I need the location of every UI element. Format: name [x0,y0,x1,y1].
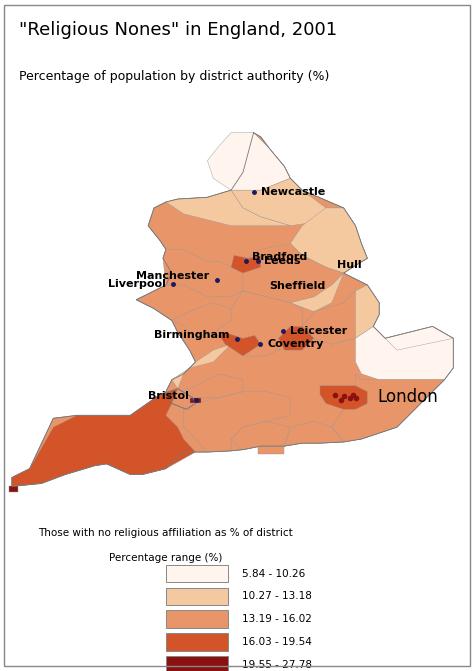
Polygon shape [184,374,243,397]
Text: Newcastle: Newcastle [261,187,326,197]
Polygon shape [356,326,453,380]
Polygon shape [231,421,290,450]
Polygon shape [172,344,231,389]
Text: "Religious Nones" in England, 2001: "Religious Nones" in England, 2001 [19,21,337,40]
Text: 16.03 - 19.54: 16.03 - 19.54 [242,637,311,648]
Text: Hull: Hull [337,260,361,270]
Text: Leeds: Leeds [264,256,300,266]
Text: London: London [377,388,438,406]
Text: Liverpool: Liverpool [108,279,166,289]
Polygon shape [314,285,379,344]
Polygon shape [284,421,344,446]
Text: 19.55 - 27.78: 19.55 - 27.78 [242,660,312,670]
Polygon shape [163,250,243,297]
Polygon shape [302,291,356,344]
Text: Percentage of population by district authority (%): Percentage of population by district aut… [19,70,329,83]
Text: Birmingham: Birmingham [155,330,230,340]
Polygon shape [231,256,261,273]
Polygon shape [12,389,196,486]
Polygon shape [320,386,367,409]
Text: Percentage range (%): Percentage range (%) [109,553,223,563]
Polygon shape [184,392,290,452]
Polygon shape [290,273,344,311]
FancyBboxPatch shape [166,588,228,605]
Text: Manchester: Manchester [137,271,210,281]
Text: Those with no religious affiliation as % of district: Those with no religious affiliation as %… [38,528,293,538]
Polygon shape [12,133,453,486]
Polygon shape [190,397,201,403]
FancyBboxPatch shape [166,633,228,651]
Polygon shape [213,291,302,356]
Polygon shape [166,190,290,225]
Text: Coventry: Coventry [267,339,324,349]
Text: 13.19 - 16.02: 13.19 - 16.02 [242,615,311,624]
Polygon shape [172,303,231,338]
FancyBboxPatch shape [166,656,228,671]
Polygon shape [231,178,344,225]
FancyBboxPatch shape [166,611,228,628]
Polygon shape [9,486,18,493]
Text: Bristol: Bristol [147,391,189,401]
Text: Leicester: Leicester [290,325,347,336]
Polygon shape [231,244,344,303]
Text: Bradford: Bradford [252,252,307,262]
Polygon shape [208,133,290,190]
Polygon shape [219,332,261,356]
Text: 10.27 - 13.18: 10.27 - 13.18 [242,591,311,601]
Polygon shape [385,326,453,350]
Polygon shape [279,326,314,350]
Text: Sheffield: Sheffield [270,281,326,291]
FancyBboxPatch shape [166,565,228,582]
Polygon shape [258,446,284,454]
Polygon shape [332,374,445,442]
Polygon shape [290,208,367,273]
Text: 5.84 - 10.26: 5.84 - 10.26 [242,568,305,578]
